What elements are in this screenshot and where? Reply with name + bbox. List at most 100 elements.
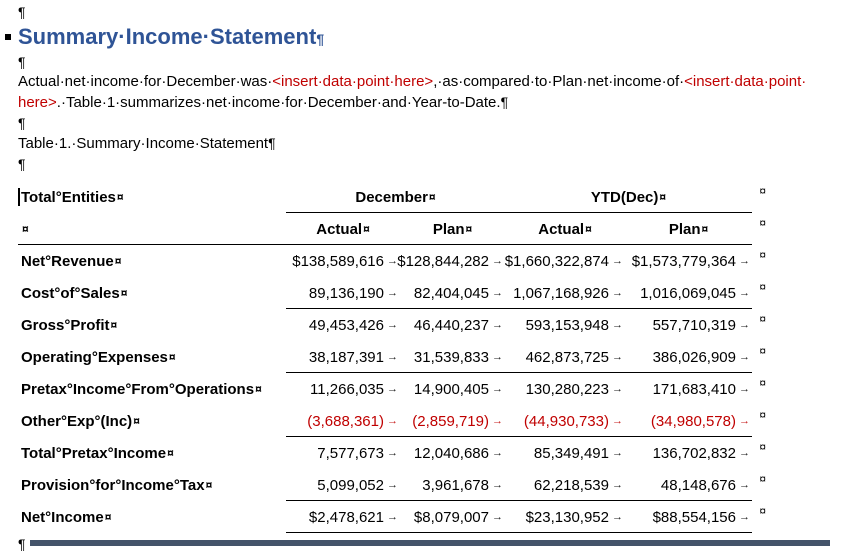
empty-paragraph[interactable]: ¶	[18, 113, 848, 133]
tab-mark: →	[492, 447, 503, 459]
cell-end-mark: ¤	[659, 190, 667, 204]
value-cell[interactable]: 49,453,426 →	[286, 310, 400, 340]
tab-mark: →	[492, 351, 503, 363]
table-caption[interactable]: Table·1.·Summary·Income·Statement¶	[18, 133, 848, 154]
cell-end-mark: ¤	[428, 190, 436, 204]
body-paragraph-line-2[interactable]: here>.·Table·1·summarizes·net·income·for…	[18, 92, 848, 113]
corner-header-cell[interactable]: Total°Entities ¤	[18, 182, 286, 212]
value-cell[interactable]: 31,539,833 →	[400, 342, 505, 373]
table-row: Provision°for°Income°Tax ¤ 5,099,052 → 3,9…	[18, 470, 848, 502]
empty-paragraph[interactable]: ¶	[18, 52, 848, 72]
value-cell[interactable]: $1,660,322,874 →	[505, 246, 625, 276]
table-row: Total°Pretax°Income ¤ 7,577,673 → 12,040,6…	[18, 438, 848, 470]
cell-value: $138,589,616	[292, 252, 384, 270]
row-label-cell[interactable]: Cost°of°Sales ¤	[18, 278, 286, 308]
tab-mark: →	[612, 319, 623, 331]
column-header-actual-ytd[interactable]: Actual ¤	[505, 214, 625, 245]
empty-paragraph[interactable]: ¶	[18, 2, 848, 22]
group-header-december[interactable]: December ¤	[286, 182, 505, 213]
row-end-mark: ¤	[759, 184, 766, 198]
table-row: Other°Exp°(Inc) ¤ (3,688,361) → (2,859,719…	[18, 406, 848, 438]
row-end-mark: ¤	[759, 312, 766, 326]
value-cell[interactable]: 1,067,168,926 →	[505, 278, 625, 309]
value-cell[interactable]: $1,573,779,364 →	[625, 246, 752, 276]
row-end-cell: ¤	[752, 374, 766, 406]
column-header-plan-ytd[interactable]: Plan ¤	[625, 214, 752, 245]
value-cell[interactable]: 5,099,052 →	[286, 470, 400, 501]
row-label-cell[interactable]: Net°Income ¤	[18, 502, 286, 532]
value-cell[interactable]: 12,040,686 →	[400, 438, 505, 468]
row-label-cell[interactable]: Other°Exp°(Inc) ¤	[18, 406, 286, 436]
corner-header-label: Total°Entities	[21, 188, 116, 206]
value-cell[interactable]: 1,016,069,045 →	[625, 278, 752, 309]
value-cell[interactable]: 136,702,832 →	[625, 438, 752, 468]
tab-mark: →	[612, 447, 623, 459]
pilcrow-mark: ¶	[18, 115, 26, 131]
value-cell[interactable]: $8,079,007 →	[400, 502, 505, 533]
group-header-ytd[interactable]: YTD(Dec) ¤	[505, 182, 752, 213]
value-cell[interactable]: (34,980,578) →	[625, 406, 752, 437]
cell-value: $1,573,779,364	[631, 252, 736, 270]
row-label-cell[interactable]: Provision°for°Income°Tax ¤	[18, 470, 286, 500]
row-label-cell[interactable]: Total°Pretax°Income ¤	[18, 438, 286, 468]
value-cell[interactable]: 3,961,678 →	[400, 470, 505, 501]
page-title[interactable]: Summary·Income·Statement¶	[5, 24, 848, 52]
empty-paragraph[interactable]: ¶	[18, 154, 848, 174]
table-row: Net°Income ¤ $2,478,621 → $8,079,007 → $23,…	[18, 502, 848, 534]
tab-mark: →	[739, 319, 750, 331]
value-cell[interactable]: 386,026,909 →	[625, 342, 752, 373]
empty-paragraph[interactable]: ¶	[18, 534, 848, 554]
cell-value: 89,136,190	[308, 284, 384, 302]
value-cell[interactable]: 46,440,237 →	[400, 310, 505, 340]
row-label-cell[interactable]: Operating°Expenses ¤	[18, 342, 286, 372]
value-cell[interactable]: (2,859,719) →	[400, 406, 505, 437]
value-cell[interactable]: $2,478,621 →	[286, 502, 400, 533]
value-cell[interactable]: (44,930,733) →	[505, 406, 625, 437]
income-statement-table: Total°Entities ¤ December ¤ YTD(Dec) ¤ ¤ ¤ …	[18, 182, 848, 534]
tab-mark: →	[612, 383, 623, 395]
tab-mark: →	[492, 287, 503, 299]
cell-value: $23,130,952	[525, 508, 609, 526]
row-label-cell[interactable]: Gross°Profit ¤	[18, 310, 286, 340]
value-cell[interactable]: 82,404,045 →	[400, 278, 505, 309]
value-cell[interactable]: $88,554,156 →	[625, 502, 752, 533]
value-cell[interactable]: 462,873,725 →	[505, 342, 625, 373]
value-cell[interactable]: 62,218,539 →	[505, 470, 625, 501]
column-header-plan-dec[interactable]: Plan ¤	[400, 214, 505, 245]
value-cell[interactable]: 557,710,319 →	[625, 310, 752, 340]
value-cell[interactable]: 48,148,676 →	[625, 470, 752, 501]
column-header-actual-dec[interactable]: Actual ¤	[286, 214, 400, 245]
row-label: Pretax°Income°From°Operations	[21, 380, 255, 398]
tab-mark: →	[739, 287, 750, 299]
row-end-mark: ¤	[759, 344, 766, 358]
row-label-cell[interactable]: Net°Revenue ¤	[18, 246, 286, 276]
value-cell[interactable]: $23,130,952 →	[505, 502, 625, 533]
value-cell[interactable]: $138,589,616 →	[286, 246, 400, 276]
value-cell[interactable]: 593,153,948 →	[505, 310, 625, 340]
value-cell[interactable]: 11,266,035 →	[286, 374, 400, 404]
value-cell[interactable]: 171,683,410 →	[625, 374, 752, 404]
value-cell[interactable]: 85,349,491 →	[505, 438, 625, 468]
value-cell[interactable]: $128,844,282 →	[397, 246, 505, 276]
body-paragraph-line-1[interactable]: Actual·net·income·for·December·was·<inse…	[18, 72, 848, 92]
empty-header-cell[interactable]: ¤	[18, 214, 286, 245]
tab-mark: →	[492, 511, 503, 523]
value-cell[interactable]: 7,577,673 →	[286, 438, 400, 468]
cell-end-mark: ¤	[110, 318, 118, 332]
value-cell[interactable]: (3,688,361) →	[286, 406, 400, 437]
value-cell[interactable]: 130,280,223 →	[505, 374, 625, 404]
tab-mark: →	[387, 351, 398, 363]
row-end-cell: ¤	[752, 406, 766, 438]
value-cell[interactable]: 38,187,391 →	[286, 342, 400, 373]
cell-end-mark: ¤	[133, 414, 140, 428]
value-cell[interactable]: 89,136,190 →	[286, 278, 400, 309]
tab-mark: →	[612, 255, 623, 267]
value-cell[interactable]: 14,900,405 →	[400, 374, 505, 404]
row-label-cell[interactable]: Pretax°Income°From°Operations ¤	[18, 374, 286, 404]
tab-mark: →	[492, 383, 503, 395]
cell-value: 557,710,319	[652, 316, 736, 334]
cell-value: 593,153,948	[525, 316, 609, 334]
pilcrow-mark: ¶	[500, 94, 509, 110]
cell-end-mark: ¤	[167, 446, 174, 460]
